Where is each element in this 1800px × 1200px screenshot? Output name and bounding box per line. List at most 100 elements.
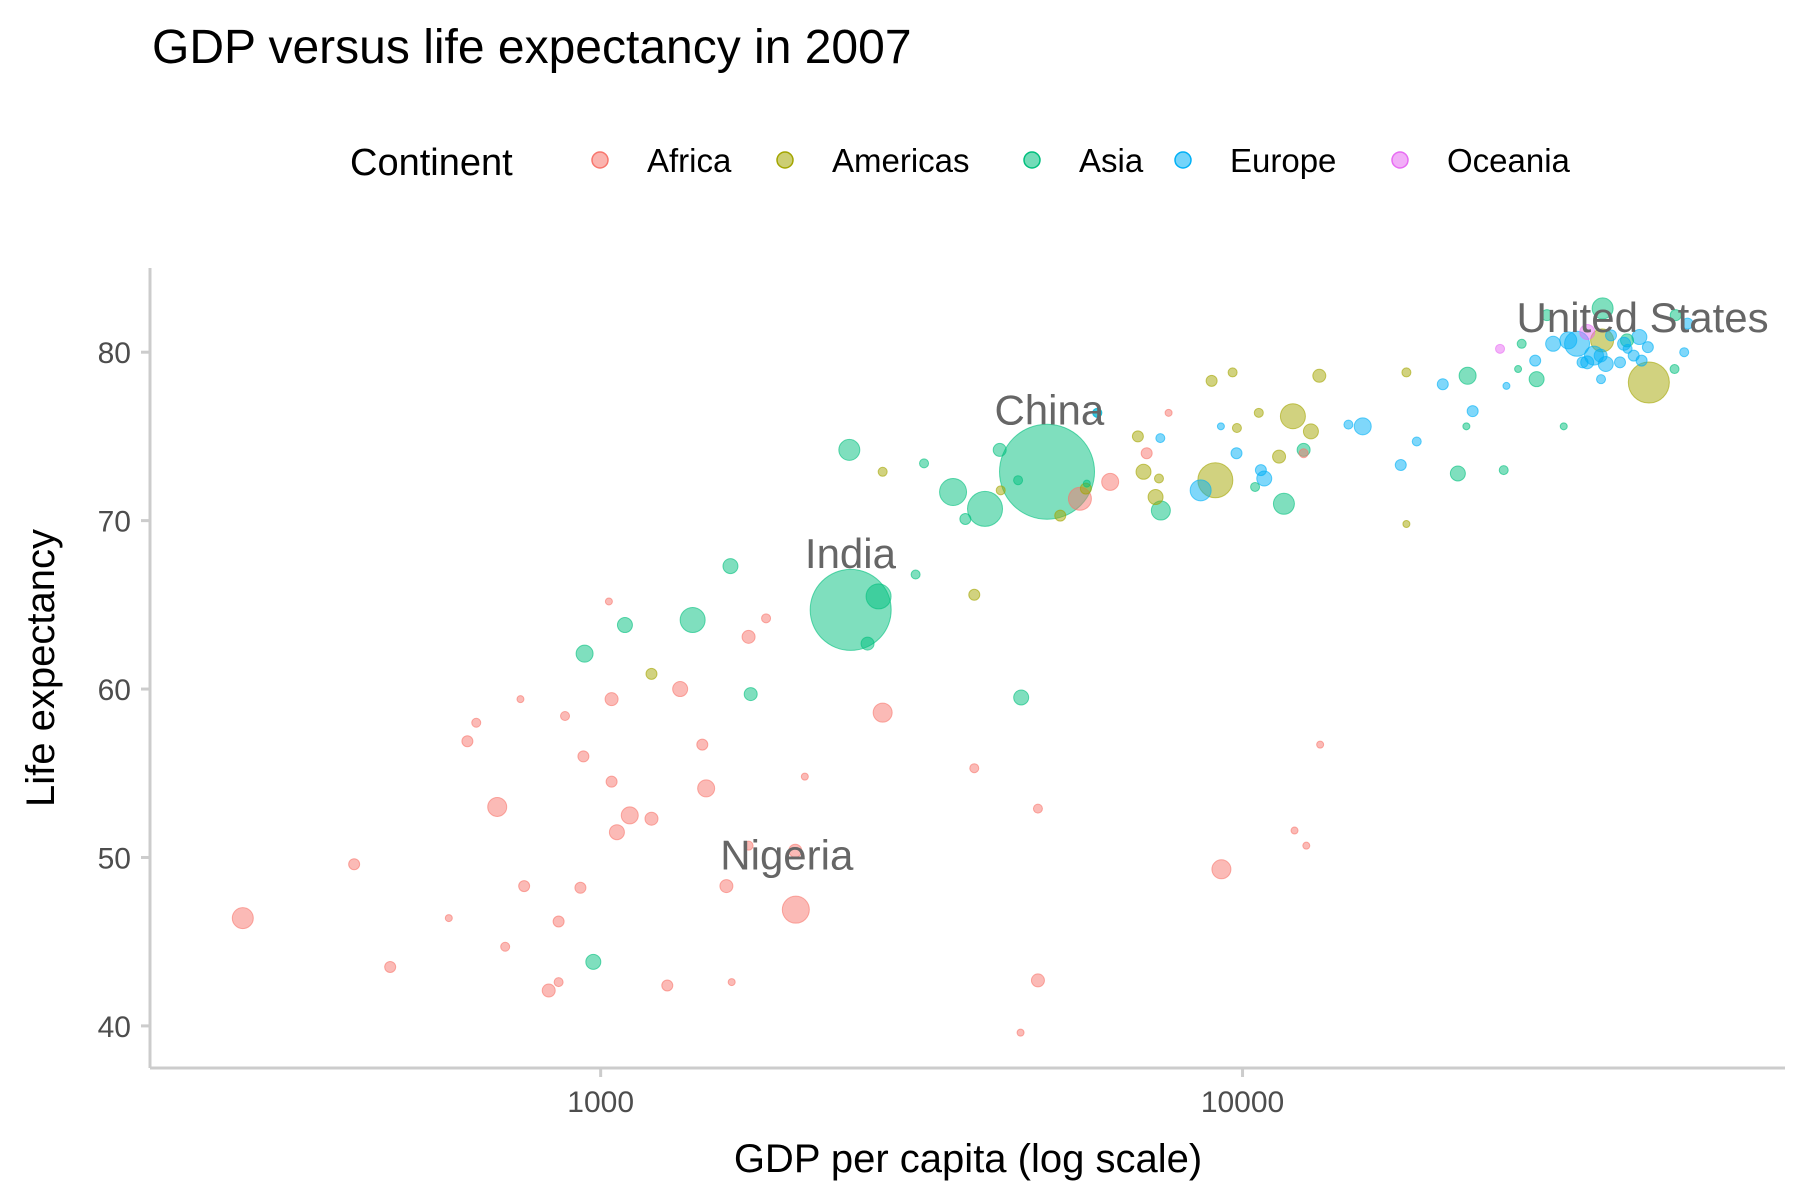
- data-point-africa: [727, 978, 736, 987]
- data-point-asia: [1669, 364, 1680, 375]
- data-point-europe: [1436, 378, 1449, 391]
- legend-entry-europe: Europe: [1174, 142, 1336, 179]
- data-point-americas: [1272, 449, 1287, 464]
- legend-entry-africa: Africa: [591, 142, 732, 179]
- data-point-europe: [1230, 447, 1243, 460]
- legend-key-africa: [591, 151, 609, 169]
- data-point-americas: [995, 485, 1006, 496]
- data-point-africa: [1298, 448, 1309, 459]
- y-tick-label: 70: [98, 506, 131, 539]
- data-point-europe: [1593, 348, 1608, 363]
- data-point-americas: [1231, 423, 1242, 433]
- data-point-americas: [1135, 463, 1152, 480]
- data-point-africa: [1140, 447, 1153, 460]
- data-point-africa: [743, 840, 754, 851]
- data-point-europe: [1529, 354, 1542, 367]
- x-tick-label: 10000: [1201, 1086, 1284, 1119]
- data-point-americas: [1279, 403, 1306, 430]
- data-point-africa: [620, 806, 639, 825]
- data-point-africa: [516, 695, 525, 704]
- data-point-americas: [645, 667, 658, 680]
- data-point-americas: [1227, 367, 1238, 378]
- annotation-united-states: United States: [1517, 294, 1769, 341]
- y-tick-label: 60: [98, 674, 131, 707]
- data-point-africa: [604, 692, 619, 707]
- legend-label-asia: Asia: [1079, 142, 1144, 179]
- data-point-asia: [1559, 422, 1568, 431]
- data-point-africa: [672, 681, 689, 698]
- data-point-americas: [1302, 423, 1319, 440]
- chart-title: GDP versus life expectancy in 2007: [152, 21, 912, 74]
- x-axis-label: GDP per capita (log scale): [734, 1137, 1202, 1181]
- data-point-asia: [1458, 366, 1477, 385]
- data-point-europe: [1353, 417, 1372, 436]
- data-point-americas: [1253, 407, 1264, 418]
- data-point-europe: [1394, 459, 1407, 472]
- data-point-africa: [1316, 740, 1325, 749]
- data-point-europe: [1189, 479, 1212, 502]
- data-point-europe: [1576, 356, 1589, 369]
- legend-label-africa: Africa: [647, 142, 732, 179]
- legend-key-americas: [776, 151, 794, 169]
- data-point-europe: [1679, 347, 1690, 358]
- data-point-africa: [604, 597, 613, 606]
- x-ticks: 1000 10000: [567, 1068, 1284, 1119]
- data-point-americas: [1402, 520, 1411, 528]
- data-point-africa: [1016, 1028, 1025, 1037]
- data-point-africa: [553, 977, 564, 988]
- data-point-africa: [471, 717, 482, 728]
- data-point-africa: [560, 711, 571, 721]
- legend-entry-oceania: Oceania: [1391, 142, 1571, 179]
- data-point-africa: [1101, 472, 1120, 491]
- data-point-europe: [1614, 356, 1627, 369]
- data-point-asia: [679, 607, 706, 633]
- data-point-europe: [1635, 354, 1648, 367]
- legend-entry-americas: Americas: [776, 142, 970, 179]
- data-point-africa: [231, 907, 254, 930]
- data-point-africa: [444, 914, 453, 923]
- data-point-europe: [1596, 374, 1607, 385]
- data-point-asia: [860, 636, 875, 651]
- data-point-asia: [1082, 479, 1091, 488]
- data-point-africa: [574, 881, 587, 894]
- data-point-africa: [461, 735, 474, 748]
- data-point-americas: [1131, 430, 1144, 443]
- data-point-africa: [872, 702, 893, 723]
- y-tick-label: 40: [98, 1011, 131, 1044]
- y-axis-label: Life expectancy: [19, 529, 63, 807]
- data-point-oceania: [1579, 324, 1596, 340]
- data-point-asia: [910, 569, 921, 580]
- data-point-africa: [605, 775, 618, 788]
- data-point-asia: [967, 490, 1004, 527]
- legend-key-oceania: [1391, 151, 1409, 169]
- data-point-africa: [541, 983, 556, 998]
- data-point-asia: [1462, 422, 1471, 431]
- data-point-asia: [585, 953, 602, 970]
- data-point-asia: [1528, 371, 1545, 388]
- data-point-africa: [1290, 826, 1299, 835]
- annotation-china: China: [994, 387, 1104, 434]
- data-point-asia: [939, 478, 968, 506]
- legend-key-europe: [1174, 151, 1192, 169]
- data-point-americas: [1054, 509, 1067, 522]
- data-point-europe: [1466, 405, 1479, 418]
- data-point-americas: [1401, 367, 1412, 378]
- annotation-india: India: [805, 530, 897, 577]
- legend: Continent Africa Americas Asia Europe Oceani…: [350, 142, 1571, 184]
- data-point-africa: [1302, 841, 1311, 850]
- data-point-asia: [959, 512, 972, 525]
- x-tick-label: 1000: [567, 1086, 634, 1119]
- data-point-africa: [487, 796, 508, 817]
- data-point-asia: [1514, 365, 1523, 374]
- data-point-europe: [1605, 329, 1618, 342]
- y-tick-label: 50: [98, 842, 131, 875]
- data-point-asia: [1449, 465, 1466, 482]
- data-point-africa: [761, 613, 772, 624]
- data-point-europe: [1502, 381, 1511, 390]
- data-point-africa: [788, 843, 803, 858]
- data-point-asia: [743, 687, 758, 702]
- data-point-europe: [1411, 436, 1422, 447]
- legend-entries: Africa Americas Asia Europe Oceania: [591, 142, 1571, 179]
- legend-key-asia: [1023, 151, 1041, 169]
